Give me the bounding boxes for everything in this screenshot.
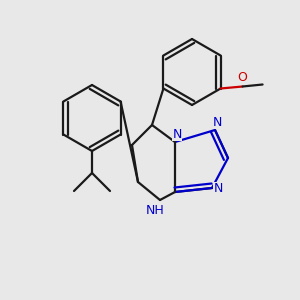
Text: N: N (172, 128, 182, 140)
Text: NH: NH (146, 203, 164, 217)
Text: N: N (213, 182, 223, 194)
Text: N: N (212, 116, 222, 128)
Text: O: O (238, 71, 248, 84)
